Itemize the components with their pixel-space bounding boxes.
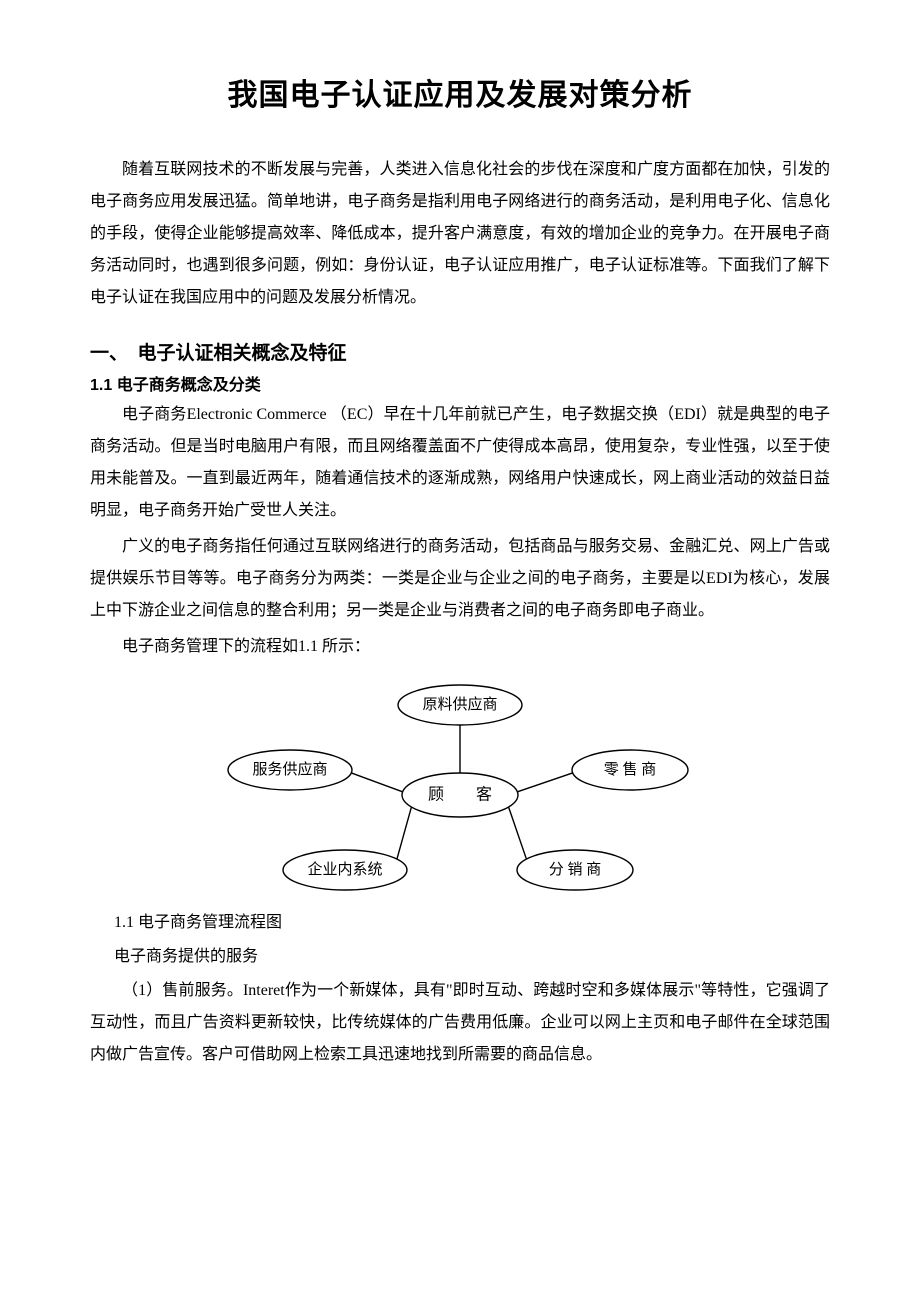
paragraph-4: 电子商务提供的服务 [90,941,830,973]
diagram-node-label: 零 售 商 [604,761,657,778]
paragraph-2: 广义的电子商务指任何通过互联网络进行的商务活动，包括商品与服务交易、金融汇兑、网… [90,531,830,627]
section-1-heading: 一、 电子认证相关概念及特征 [90,338,830,365]
paragraph-1: 电子商务Electronic Commerce （EC）早在十几年前就已产生，电… [90,399,830,527]
diagram-edge [397,807,411,859]
diagram-edge [517,773,572,792]
paragraph-3: 电子商务管理下的流程如1.1 所示： [90,631,830,663]
figure-caption: 1.1 电子商务管理流程图 [90,907,830,939]
diagram-node-label: 分 销 商 [549,861,602,878]
diagram-node-label: 原料供应商 [422,695,497,713]
flowchart-diagram: 原料供应商服务供应商 零 售 商企业内系统 分 销 商 顾 客 [90,675,830,895]
diagram-node-label: 企业内系统 [307,860,382,878]
flowchart-svg: 原料供应商服务供应商 零 售 商企业内系统 分 销 商 顾 客 [200,675,720,895]
diagram-node-label: 顾 客 [428,786,492,804]
intro-paragraph: 随着互联网技术的不断发展与完善，人类进入信息化社会的步伐在深度和广度方面都在加快… [90,154,830,314]
paragraph-5: （1）售前服务。Interet作为一个新媒体，具有"即时互动、跨越时空和多媒体展… [90,975,830,1071]
section-1-1-heading: 1.1 电子商务概念及分类 [90,371,830,395]
diagram-node-label: 服务供应商 [252,760,327,778]
document-title: 我国电子认证应用及发展对策分析 [90,70,830,114]
diagram-edge [509,807,527,859]
diagram-edge [351,773,402,792]
